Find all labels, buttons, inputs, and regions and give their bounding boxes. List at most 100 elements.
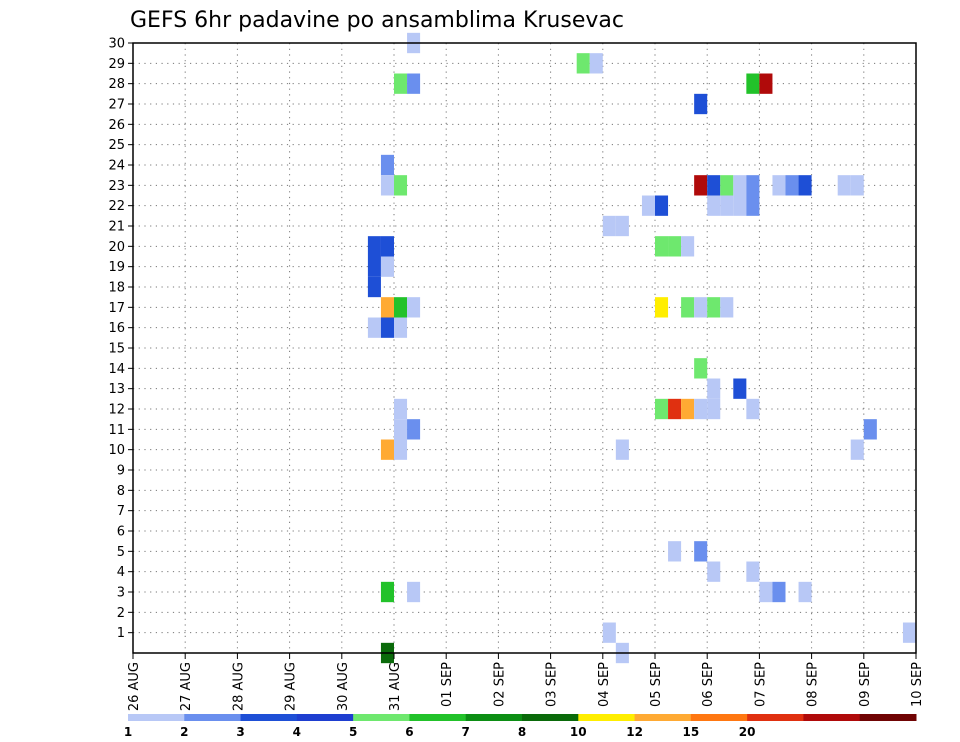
- x-tick-label: 30 AUG: [336, 662, 351, 711]
- precipitation-cell: [720, 175, 734, 196]
- colorbar-label: 2: [180, 725, 188, 739]
- colorbar-swatch: [184, 714, 242, 721]
- grid-lines: [132, 42, 917, 653]
- colorbar-label: 10: [570, 725, 587, 739]
- y-tick-label: 24: [108, 159, 125, 174]
- colorbar-label: 7: [462, 725, 470, 739]
- precipitation-cell: [380, 439, 394, 460]
- y-tick-label: 17: [108, 301, 125, 316]
- precipitation-cell: [615, 215, 629, 237]
- precipitation-cell: [394, 317, 408, 338]
- precipitation-cell: [655, 236, 669, 257]
- x-tick-label: 29 AUG: [284, 662, 299, 711]
- precipitation-cell: [707, 195, 721, 216]
- precipitation-cell: [602, 215, 616, 237]
- x-tick-label: 03 SEP: [545, 662, 560, 707]
- y-tick-label: 26: [108, 118, 125, 133]
- precipitation-cell: [720, 195, 734, 216]
- y-tick-label: 25: [108, 138, 125, 153]
- y-tick-label: 4: [117, 565, 125, 580]
- colorbar-swatch: [465, 714, 523, 721]
- precipitation-cell: [694, 358, 708, 379]
- x-tick-label: 01 SEP: [440, 662, 455, 707]
- precipitation-cell: [407, 73, 421, 94]
- precipitation-cell: [668, 236, 682, 257]
- precipitation-cell: [694, 541, 708, 562]
- precipitation-cell: [407, 297, 421, 318]
- y-tick-label: 29: [108, 57, 125, 72]
- y-tick-label: 7: [117, 504, 125, 519]
- colorbar-swatch: [353, 714, 410, 721]
- colorbar-label: 20: [739, 725, 756, 739]
- y-tick-label: 20: [108, 240, 125, 255]
- y-tick-label: 8: [117, 484, 125, 499]
- precipitation-cell: [394, 175, 408, 196]
- y-tick-label: 1: [117, 626, 125, 641]
- y-tick-label: 19: [108, 260, 125, 275]
- precipitation-cell: [602, 622, 616, 643]
- y-tick-label: 3: [117, 586, 125, 601]
- precipitation-cell: [850, 439, 864, 460]
- precipitation-cell: [681, 236, 695, 257]
- precipitation-cell: [641, 195, 655, 216]
- x-tick-label: 28 AUG: [231, 662, 246, 711]
- precipitation-cell: [707, 297, 721, 318]
- colorbar-label: 4: [293, 725, 301, 739]
- precipitation-cell: [668, 541, 682, 562]
- x-tick-label: 07 SEP: [753, 662, 768, 707]
- x-tick-label: 26 AUG: [127, 662, 142, 711]
- colorbar-swatch: [747, 714, 804, 721]
- precipitation-cell: [707, 378, 721, 399]
- precipitation-cell: [380, 154, 394, 176]
- precipitation-cell: [772, 175, 786, 196]
- precipitation-cell: [668, 398, 682, 420]
- x-tick-label: 04 SEP: [597, 662, 612, 707]
- y-tick-label: 2: [117, 606, 125, 621]
- precipitation-cell: [394, 439, 408, 460]
- y-tick-label: 15: [108, 342, 125, 357]
- precipitation-cell: [394, 73, 408, 94]
- precipitation-cell: [759, 581, 773, 603]
- precipitation-cell: [655, 297, 669, 318]
- precipitation-cell: [798, 175, 812, 196]
- x-axis: 26 AUG 27 AUG 28 AUG 29 AUG 30 AUG 31 AUG 01 S…: [127, 653, 925, 711]
- precipitation-cell: [733, 195, 747, 216]
- precipitation-cell: [798, 581, 812, 603]
- precipitation-cell: [694, 398, 708, 420]
- colorbar-swatch: [240, 714, 298, 721]
- precipitation-cell: [694, 175, 708, 196]
- colorbar-label: 6: [405, 725, 413, 739]
- color-legend: 1 2 3 4 5 6 7 8 10 12 15 20: [124, 714, 917, 739]
- y-tick-label: 5: [117, 545, 125, 560]
- precipitation-cell: [746, 73, 760, 94]
- precipitation-cell: [733, 378, 747, 399]
- precipitation-cell: [694, 93, 708, 115]
- precipitation-cell: [707, 561, 721, 582]
- colorbar-label: 5: [349, 725, 357, 739]
- y-tick-label: 30: [108, 37, 125, 52]
- y-tick-label: 16: [108, 321, 125, 336]
- colorbar-label: 1: [124, 725, 132, 739]
- y-tick-label: 13: [108, 382, 125, 397]
- plot-frame: [132, 42, 917, 654]
- precipitation-cell: [394, 419, 408, 440]
- colorbar-swatch: [690, 714, 748, 721]
- precipitation-cell: [407, 581, 421, 603]
- colorbar-swatch: [803, 714, 861, 721]
- y-tick-label: 27: [108, 98, 125, 113]
- y-tick-label: 10: [108, 443, 125, 458]
- precipitation-cell: [380, 581, 394, 603]
- precipitation-cell: [746, 398, 760, 420]
- precipitation-cell: [367, 256, 381, 277]
- precipitation-cell: [367, 276, 381, 298]
- colorbar-swatch: [296, 714, 354, 721]
- x-tick-label: 02 SEP: [492, 662, 507, 707]
- colorbar-swatch: [859, 714, 917, 721]
- colorbar-label: 3: [236, 725, 244, 739]
- y-tick-label: 14: [108, 362, 125, 377]
- precipitation-cell: [380, 236, 394, 257]
- x-tick-label: 06 SEP: [701, 662, 716, 707]
- x-tick-label: 08 SEP: [806, 662, 821, 707]
- precipitation-cell: [746, 175, 760, 196]
- precipitation-cells: [367, 32, 916, 664]
